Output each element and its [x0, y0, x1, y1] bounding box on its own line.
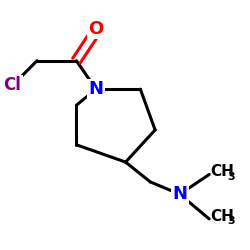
Text: 3: 3 — [228, 172, 235, 182]
Text: 3: 3 — [228, 216, 235, 226]
Text: CH: CH — [210, 164, 234, 180]
Text: Cl: Cl — [4, 76, 21, 94]
Text: N: N — [172, 185, 187, 203]
Text: N: N — [88, 80, 104, 98]
Text: O: O — [88, 20, 104, 38]
Text: CH: CH — [210, 209, 234, 224]
